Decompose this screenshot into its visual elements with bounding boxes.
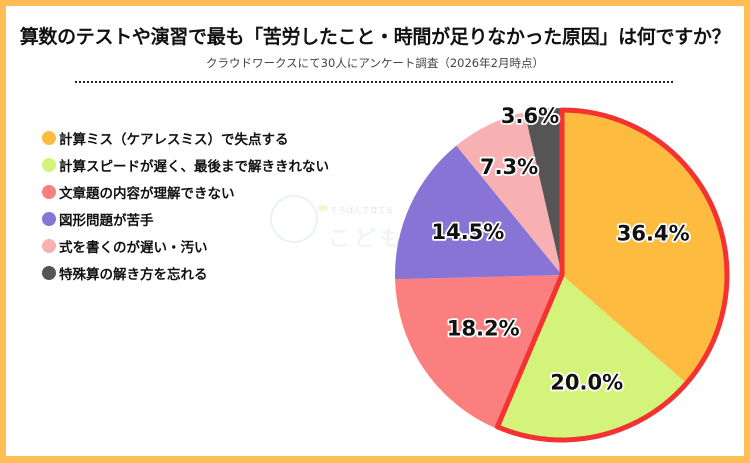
pie-slice bbox=[524, 108, 562, 275]
legend-item: 計算ミス（ケアレスミス）で失点する bbox=[42, 124, 329, 151]
slice-value-label: 14.5% bbox=[431, 220, 504, 244]
highlight-outline bbox=[494, 107, 730, 443]
legend-dot-icon bbox=[42, 130, 56, 145]
pie-slice bbox=[395, 145, 562, 280]
leaf-icon bbox=[318, 205, 328, 211]
slice-value-label: 18.2% bbox=[447, 317, 520, 341]
legend-item: 文章題の内容が理解できない bbox=[42, 178, 329, 205]
legend-dot-icon bbox=[42, 157, 56, 172]
pie-slice bbox=[456, 112, 562, 275]
legend-dot-icon bbox=[42, 238, 56, 253]
legend-label: 特殊算の解き方を忘れる bbox=[59, 266, 208, 283]
pie-labels: 36.4% 20.0% 18.2% 14.5% 7.3% 3.6% bbox=[430, 102, 692, 396]
child-illustration-icon bbox=[270, 195, 318, 243]
slice-value-label: 36.4% bbox=[617, 221, 690, 245]
slice-value-label: 7.3% bbox=[480, 155, 538, 179]
legend-dot-icon bbox=[42, 265, 56, 280]
legend-item: 計算スピードが遅く、最後まで解ききれない bbox=[42, 151, 329, 178]
slice-value-label: 20.0% bbox=[550, 370, 623, 394]
legend-dot-icon bbox=[42, 211, 56, 226]
legend-label: 図形問題が苦手 bbox=[59, 212, 154, 229]
legend-item: 式を書くのが遅い・汚い bbox=[42, 232, 329, 259]
legend-label: 式を書くのが遅い・汚い bbox=[59, 239, 208, 256]
legend-dot-icon bbox=[42, 184, 56, 199]
slice-value-label: 3.6% bbox=[501, 104, 559, 128]
legend-item: 特殊算の解き方を忘れる bbox=[42, 259, 329, 286]
watermark-tagline: そろばんで育てる bbox=[330, 206, 394, 215]
chart-title: 算数のテストや演習で最も「苦労したこと・時間が足りなかった原因」は何ですか？ bbox=[19, 26, 731, 48]
pie-slice bbox=[562, 108, 729, 385]
legend-label: 計算ミス（ケアレスミス）で失点する bbox=[59, 131, 289, 148]
legend-item: 図形問題が苦手 bbox=[42, 205, 329, 232]
chart-subtitle: クラウドワークスにて30人にアンケート調査（2026年2月時点） bbox=[206, 56, 544, 70]
pie-slice bbox=[395, 275, 562, 429]
chart-legend: 計算ミス（ケアレスミス）で失点する 計算スピードが遅く、最後まで解ききれない 文… bbox=[42, 124, 329, 286]
dotted-divider bbox=[75, 81, 673, 83]
legend-label: 文章題の内容が理解できない bbox=[59, 185, 235, 202]
legend-label: 計算スピードが遅く、最後まで解ききれない bbox=[59, 158, 329, 175]
